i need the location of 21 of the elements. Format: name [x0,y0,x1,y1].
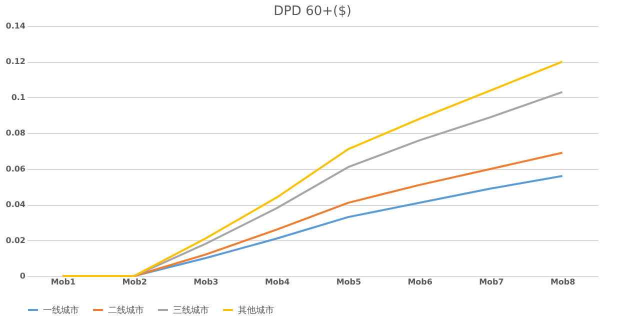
y-tick-label: 0 [20,272,26,280]
y-tick-label: 0.02 [6,236,26,245]
legend-label: 二线城市 [108,305,144,316]
x-tick-label: Mob1 [50,278,76,286]
x-tick-label: Mob4 [264,278,290,286]
chart-title: DPD 60+($) [274,4,352,19]
legend-label: 其他城市 [238,305,274,316]
y-tick-label: 0.14 [6,22,26,30]
y-tick-label: 0.1 [11,92,26,102]
y-tick-label: 0.04 [6,200,26,210]
x-tick-label: Mob6 [408,278,433,286]
x-tick-label: Mob5 [336,278,362,286]
y-tick-label: 0.12 [6,57,26,66]
x-tick-label: Mob2 [122,278,147,286]
x-tick-label: Mob3 [194,278,218,286]
legend-label: 三线城市 [173,305,209,316]
y-tick-label: 0.06 [6,164,26,174]
x-tick-label: Mob7 [479,278,504,286]
x-tick-label: Mob8 [550,278,576,286]
legend-label: 一线城市 [43,305,79,316]
y-tick-label: 0.08 [6,128,26,138]
